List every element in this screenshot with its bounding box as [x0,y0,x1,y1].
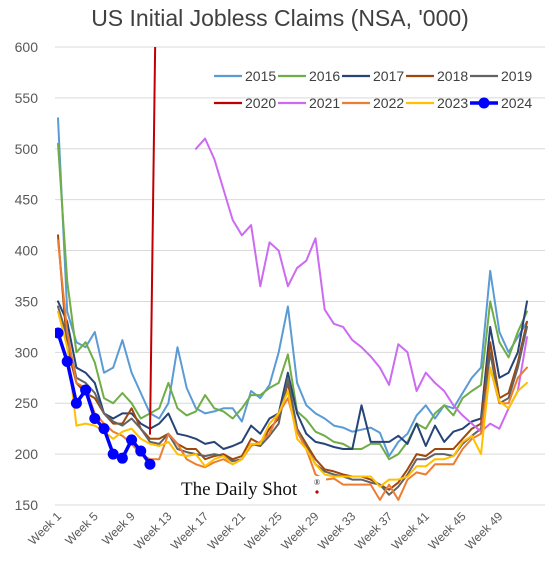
y-tick-label: 250 [15,395,39,411]
legend-label-2019: 2019 [501,68,532,84]
x-tick-label: Week 49 [462,509,505,552]
watermark-text: The Daily Shot [181,479,298,500]
series-line-2020 [149,47,157,435]
legend-label-2016: 2016 [309,68,340,84]
x-tick-label: Week 41 [389,509,432,552]
legend-label-2020: 2020 [245,95,276,111]
y-tick-label: 450 [15,192,39,208]
x-tick-label: Week 45 [426,509,469,552]
x-tick-label: Week 5 [62,509,101,548]
y-tick-label: 150 [15,497,39,513]
series-line-2019 [57,305,528,496]
series-point-2024 [144,458,156,470]
chart-title: US Initial Jobless Claims (NSA, '000) [91,5,469,31]
series-layer [55,47,528,501]
legend-marker-2024 [478,97,490,109]
x-tick-label: Week 29 [278,509,321,552]
series-point-2024 [116,452,128,464]
series-point-2024 [61,355,73,367]
watermark-background [176,476,326,500]
series-point-2024 [55,327,64,339]
legend: 2015 2016 2017 2018 2019 2020 2021 2022 2023 2024 [214,68,532,111]
x-tick-label: Week 33 [315,509,358,552]
y-tick-label: 600 [15,39,39,55]
series-line-2023 [57,310,528,488]
series-point-2024 [80,384,92,396]
y-tick-label: 350 [15,293,39,309]
legend-label-2017: 2017 [373,68,404,84]
y-tick-label: 200 [15,446,39,462]
series-point-2024 [107,448,119,460]
series-line-2017 [57,300,528,450]
series-point-2024 [135,445,147,457]
legend-label-2022: 2022 [373,95,404,111]
x-tick-label: Week 21 [205,509,248,552]
series-point-2024 [98,423,110,435]
legend-label-2018: 2018 [437,68,468,84]
watermark-logo: The Daily Shot ® [176,476,326,500]
legend-label-2021: 2021 [309,95,340,111]
x-tick-label: Week 25 [242,509,285,552]
series-line-2021 [194,137,528,433]
x-tick-label: Week 37 [352,509,395,552]
series-point-2024 [126,434,138,446]
x-tick-label: Week 1 [26,509,65,548]
series-line-2016 [57,142,528,461]
y-tick-label: 550 [15,90,39,106]
series-line-2015 [57,117,528,458]
y-axis: 150 200 250 300 350 400 450 500 550 600 [15,39,39,513]
x-tick-label: Week 13 [131,509,174,552]
legend-label-2015: 2015 [245,68,276,84]
x-tick-label: Week 17 [168,509,211,552]
series-line-2022 [57,239,528,501]
watermark-dot [315,490,319,494]
y-tick-label: 500 [15,141,39,157]
watermark-registered-mark: ® [314,478,320,487]
y-tick-label: 300 [15,344,39,360]
legend-label-2024: 2024 [501,95,532,111]
y-tick-label: 400 [15,243,39,259]
series-point-2024 [70,397,82,409]
legend-label-2023: 2023 [437,95,468,111]
series-point-2024 [89,412,101,424]
